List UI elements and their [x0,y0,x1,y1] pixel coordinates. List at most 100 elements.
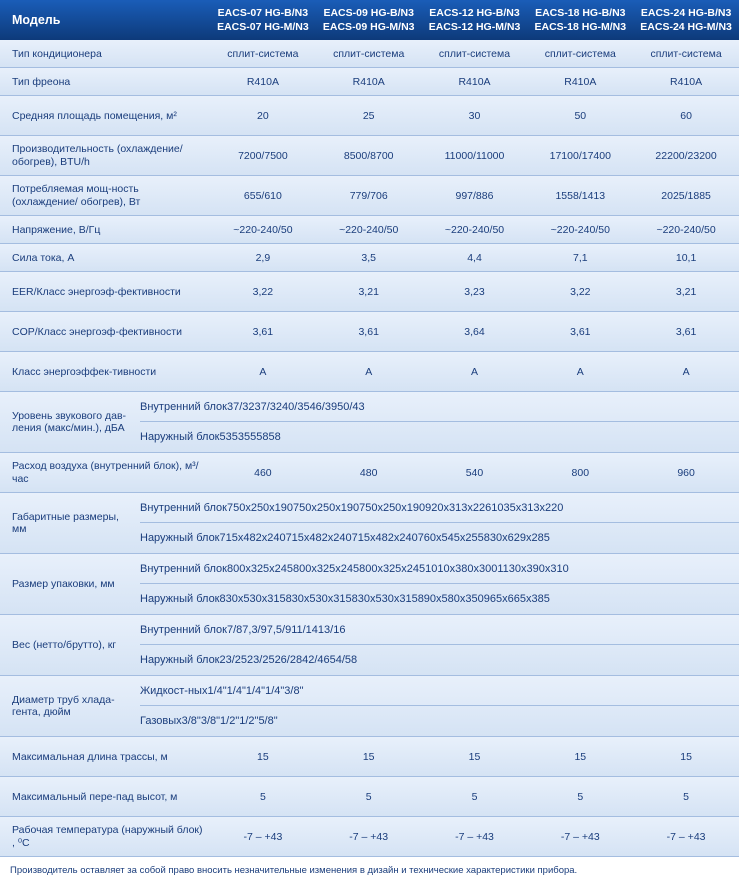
cell: 3,61 [316,322,422,342]
cell: 3/8" [284,685,303,697]
sub-row: Жидкост-ных1/4"1/4"1/4"1/4"3/8" [140,676,739,706]
sub-label: Внутренний блок [140,401,227,413]
cell: 960 [633,463,739,483]
cell: 54/58 [330,654,358,666]
row-group: Размер упаковки, ммВнутренний блок800x32… [0,554,739,615]
sub-label: Наружный блок [140,532,220,544]
cell: 26/28 [275,654,303,666]
table-row: EER/Класс энергоэф-фективности3,223,213,… [0,272,739,312]
cell: 2025/1885 [633,186,739,206]
cell: ~220-240/50 [633,220,739,240]
cell: сплит-система [422,44,528,64]
cell: 715x482x240 [286,532,352,544]
header-col: EACS-07 HG-B/N3EACS-07 HG-M/N3 [210,6,316,34]
cell: 5 [210,787,316,807]
cell: 3,61 [527,322,633,342]
cell: A [527,362,633,382]
row-label: Максимальный пере-пад высот, м [0,787,210,808]
cell: 480 [316,463,422,483]
row-label: Расход воздуха (внутренний блок), м³/ ча… [0,456,210,489]
group-label: Диаметр труб хлада-гента, дюйм [0,676,140,736]
group-label: Размер упаковки, мм [0,554,140,614]
table-row: Тип фреонаR410AR410AR410AR410AR410A [0,68,739,96]
cell: 15 [633,747,739,767]
cell: 7,1 [527,248,633,268]
cell: 37/32 [227,401,255,413]
cell: 7,3/9 [242,624,266,636]
cell: 4,4 [422,248,528,268]
cell: ~220-240/50 [316,220,422,240]
cell: ~220-240/50 [422,220,528,240]
cell: -7 – +43 [210,827,316,847]
spec-table: МодельEACS-07 HG-B/N3EACS-07 HG-M/N3EACS… [0,0,739,857]
group-label: Вес (нетто/брутто), кг [0,615,140,675]
row-label: COP/Класс энергоэф-фективности [0,322,210,343]
cell: 1035x313x220 [491,502,563,514]
cell: 58 [269,431,281,443]
cell: 3/8" [182,715,201,727]
cell: 830x629x285 [484,532,550,544]
row-label: Сила тока, А [0,248,210,269]
row-label: Средняя площадь помещения, м² [0,106,210,127]
cell: 3,21 [316,282,422,302]
table-row: Максимальная длина трассы, м1515151515 [0,737,739,777]
cell: 7,5/9 [267,624,291,636]
group-label: Уровень звукового дав-ления (макс/мин.),… [0,392,140,452]
cell: 3,22 [527,282,633,302]
sub-label: Внутренний блок [140,624,227,636]
cell: 750x250x190 [293,502,359,514]
cell: 3,64 [422,322,528,342]
cell: -7 – +43 [633,827,739,847]
cell: 1130x390x310 [497,563,568,575]
cell: 750x250x190 [359,502,425,514]
cell: 3,23 [422,282,528,302]
table-row: Средняя площадь помещения, м²2025305060 [0,96,739,136]
cell: 20 [210,106,316,126]
cell: 3,61 [633,322,739,342]
row-label: Рабочая температура (наружный блок) , ⁰С [0,820,210,853]
sub-label: Внутренний блок [140,563,227,575]
sub-label: Внутренний блок [140,502,227,514]
cell: 540 [422,463,528,483]
cell: A [422,362,528,382]
row-label: Напряжение, В/Гц [0,220,210,241]
cell: 50 [527,106,633,126]
header-col: EACS-18 HG-B/N3EACS-18 HG-M/N3 [527,6,633,34]
cell: 890x580x350 [418,593,484,605]
cell: сплит-система [633,44,739,64]
cell: 5 [633,787,739,807]
row-group: Диаметр труб хлада-гента, дюймЖидкост-ны… [0,676,739,737]
row-group: Габаритные размеры, ммВнутренний блок 750… [0,493,739,554]
cell: 22200/23200 [633,146,739,166]
sub-label: Жидкост-ных [140,685,207,697]
cell: 17100/17400 [527,146,633,166]
cell: 11/14 [291,624,318,636]
cell: A [633,362,739,382]
cell: сплит-система [210,44,316,64]
row-label: Потребляемая мощ-ность (охлаждение/ обог… [0,179,210,212]
sub-row: Наружный блок5353555858 [140,422,739,452]
cell: 997/886 [422,186,528,206]
row-label: Тип фреона [0,72,210,93]
cell: 965x665x385 [484,593,550,605]
sub-row: Наружный блок715x482x240715x482x240715x4… [140,523,739,553]
cell: 46/39 [310,401,338,413]
table-row: Потребляемая мощ-ность (охлаждение/ обог… [0,176,739,216]
cell: 55 [244,431,256,443]
cell: 3,5 [316,248,422,268]
cell: 23/25 [220,654,248,666]
sub-label: Наружный блок [140,654,220,666]
header-col: EACS-24 HG-B/N3EACS-24 HG-M/N3 [633,6,739,34]
cell: 15 [316,747,422,767]
sub-label: Наружный блок [140,431,220,443]
sub-row: Внутренний блок7/87,3/97,5/911/1413/16 [140,615,739,645]
cell: сплит-система [316,44,422,64]
cell: 830x530x315 [286,593,352,605]
row-group: Вес (нетто/брутто), кгВнутренний блок7/8… [0,615,739,676]
cell: 3,22 [210,282,316,302]
cell: 50/43 [337,401,365,413]
cell: 15 [422,747,528,767]
group-label: Габаритные размеры, мм [0,493,140,553]
table-row: Класс энергоэффек-тивностиAAAAA [0,352,739,392]
cell: 7200/7500 [210,146,316,166]
